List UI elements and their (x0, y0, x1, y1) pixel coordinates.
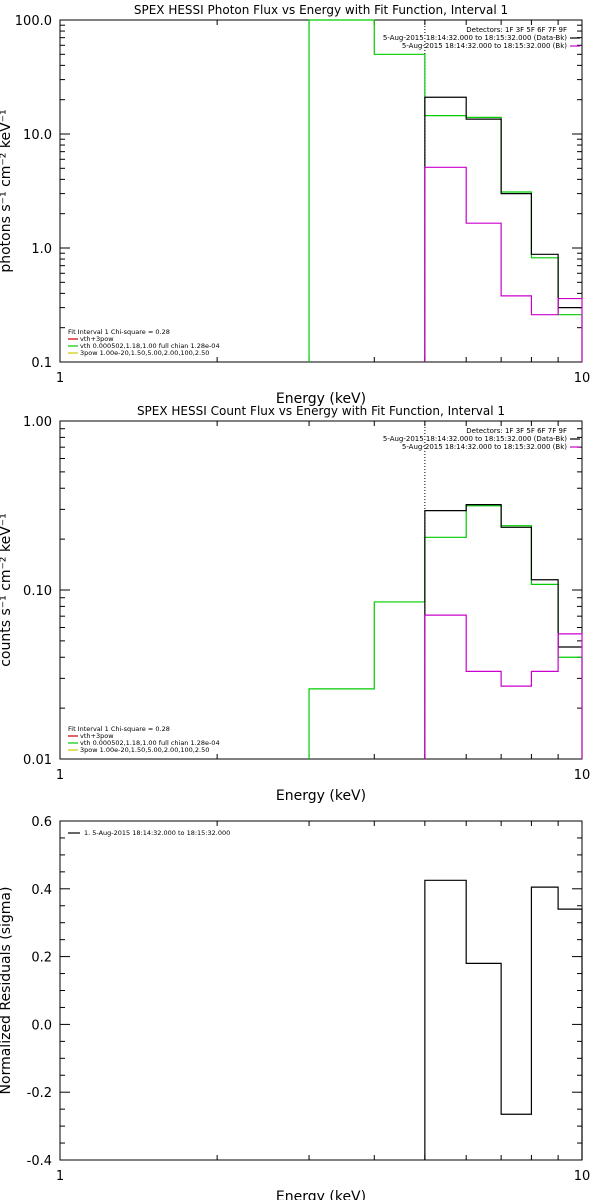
header-legend: Detectors: 1F 3F 5F 6F 7F 9F5-Aug-2015 1… (383, 427, 580, 451)
series-2-step-line (424, 504, 582, 759)
legend-text: 3pow 1.00e-20,1.50,5.00,2.00,100,2.50 (80, 746, 209, 754)
y-tick-label: 0.10 (23, 584, 52, 599)
y-tick-label: 0.6 (31, 815, 52, 830)
y-tick-label: -0.2 (27, 1086, 52, 1101)
plot-frame (59, 19, 583, 363)
chart-title: SPEX HESSI Photon Flux vs Energy with Fi… (134, 3, 508, 17)
x-tick-label: 10 (574, 768, 591, 783)
x-tick-label: 10 (574, 1169, 591, 1184)
x-axis-label: Energy (keV) (276, 1189, 366, 1200)
legend-text: vth 0.000502,1.18,1.00 full chian 1.28e-… (80, 342, 220, 350)
y-tick-label: 0.2 (31, 951, 52, 966)
x-ticks (59, 20, 583, 362)
x-tick-label: 1 (56, 1169, 64, 1184)
series-1-step-line (308, 19, 583, 362)
x-ticks (59, 821, 583, 1160)
x-ticks (59, 421, 583, 759)
chart-title: SPEX HESSI Count Flux vs Energy with Fit… (137, 404, 505, 418)
series-1-step-line (424, 879, 583, 1160)
y-tick-label: 0.4 (31, 883, 52, 898)
chart-panel-3: 1 10 Energy (keV) -0.4 -0.2 0.0 0.2 0.4 0.6 Norma… (0, 815, 590, 1200)
legend-text: Fit Interval 1 Chi-square = 0.28 (68, 328, 170, 336)
header-text: 5-Aug-2015 18:14:32.000 to 18:15:32.000 … (402, 443, 567, 451)
y-axis-label: counts s⁻¹ cm⁻² keV⁻¹ (0, 513, 14, 667)
series-3-step-line (424, 166, 583, 362)
y-tick-label: 10.0 (23, 128, 52, 143)
y-ticks (60, 24, 582, 363)
header-legend: Detectors: 1F 3F 5F 6F 7F 9F5-Aug-2015 1… (383, 26, 580, 50)
x-axis-label: Energy (keV) (276, 391, 366, 407)
y-tick-label: 0.1 (31, 356, 52, 371)
y-tick-label: 0.0 (31, 1018, 52, 1033)
fit-legend: Fit Interval 1 Chi-square = 0.28vth+3pow… (68, 725, 220, 754)
legend-text: vth+3pow (80, 335, 114, 343)
y-axis-label: photons s⁻¹ cm⁻² keV⁻¹ (0, 109, 14, 272)
series-group (424, 879, 583, 1160)
header-text: Detectors: 1F 3F 5F 6F 7F 9F (466, 26, 567, 34)
legend-text: 1. 5-Aug-2015 18:14:32.000 to 18:15:32.0… (84, 829, 230, 837)
plot-frame (59, 420, 583, 760)
chart-panel-2: SPEX HESSI Count Flux vs Energy with Fit… (0, 404, 590, 804)
y-axis-label: Normalized Residuals (sigma) (0, 887, 14, 1095)
y-tick-label: 1.0 (31, 242, 52, 257)
legend-text: vth+3pow (80, 732, 114, 740)
x-tick-label: 1 (56, 371, 64, 386)
y-ticks (60, 820, 582, 1161)
series-3-step-line (424, 614, 583, 759)
series-2-step-line (424, 96, 582, 362)
x-tick-label: 1 (56, 768, 64, 783)
x-axis-label: Energy (keV) (276, 788, 366, 804)
series-group (308, 504, 583, 759)
y-tick-label: -0.4 (27, 1154, 52, 1169)
header-text: 5-Aug-2015 18:14:32.000 to 18:15:32.000 … (383, 435, 567, 443)
legend-text: vth 0.000502,1.18,1.00 full chian 1.28e-… (80, 739, 220, 747)
chart-panel-1: SPEX HESSI Photon Flux vs Energy with Fi… (0, 3, 590, 407)
y-ticks (60, 428, 582, 760)
header-text: Detectors: 1F 3F 5F 6F 7F 9F (466, 427, 567, 435)
legend-text: 3pow 1.00e-20,1.50,5.00,2.00,100,2.50 (80, 349, 209, 357)
plot-frame (59, 820, 583, 1161)
header-text: 5-Aug-2015 18:14:32.000 to 18:15:32.000 … (383, 34, 567, 42)
legend-text: Fit Interval 1 Chi-square = 0.28 (68, 725, 170, 733)
y-tick-label: 1.00 (23, 415, 52, 430)
fit-legend: 1. 5-Aug-2015 18:14:32.000 to 18:15:32.0… (68, 829, 230, 837)
y-tick-label: 0.01 (23, 753, 52, 768)
x-tick-label: 10 (574, 371, 591, 386)
y-tick-label: 100.0 (15, 14, 52, 29)
header-text: 5-Aug-2015 18:14:32.000 to 18:15:32.000 … (402, 42, 567, 50)
series-group (308, 19, 583, 362)
series-1-step-line (308, 505, 583, 759)
fit-legend: Fit Interval 1 Chi-square = 0.28vth+3pow… (68, 328, 220, 357)
